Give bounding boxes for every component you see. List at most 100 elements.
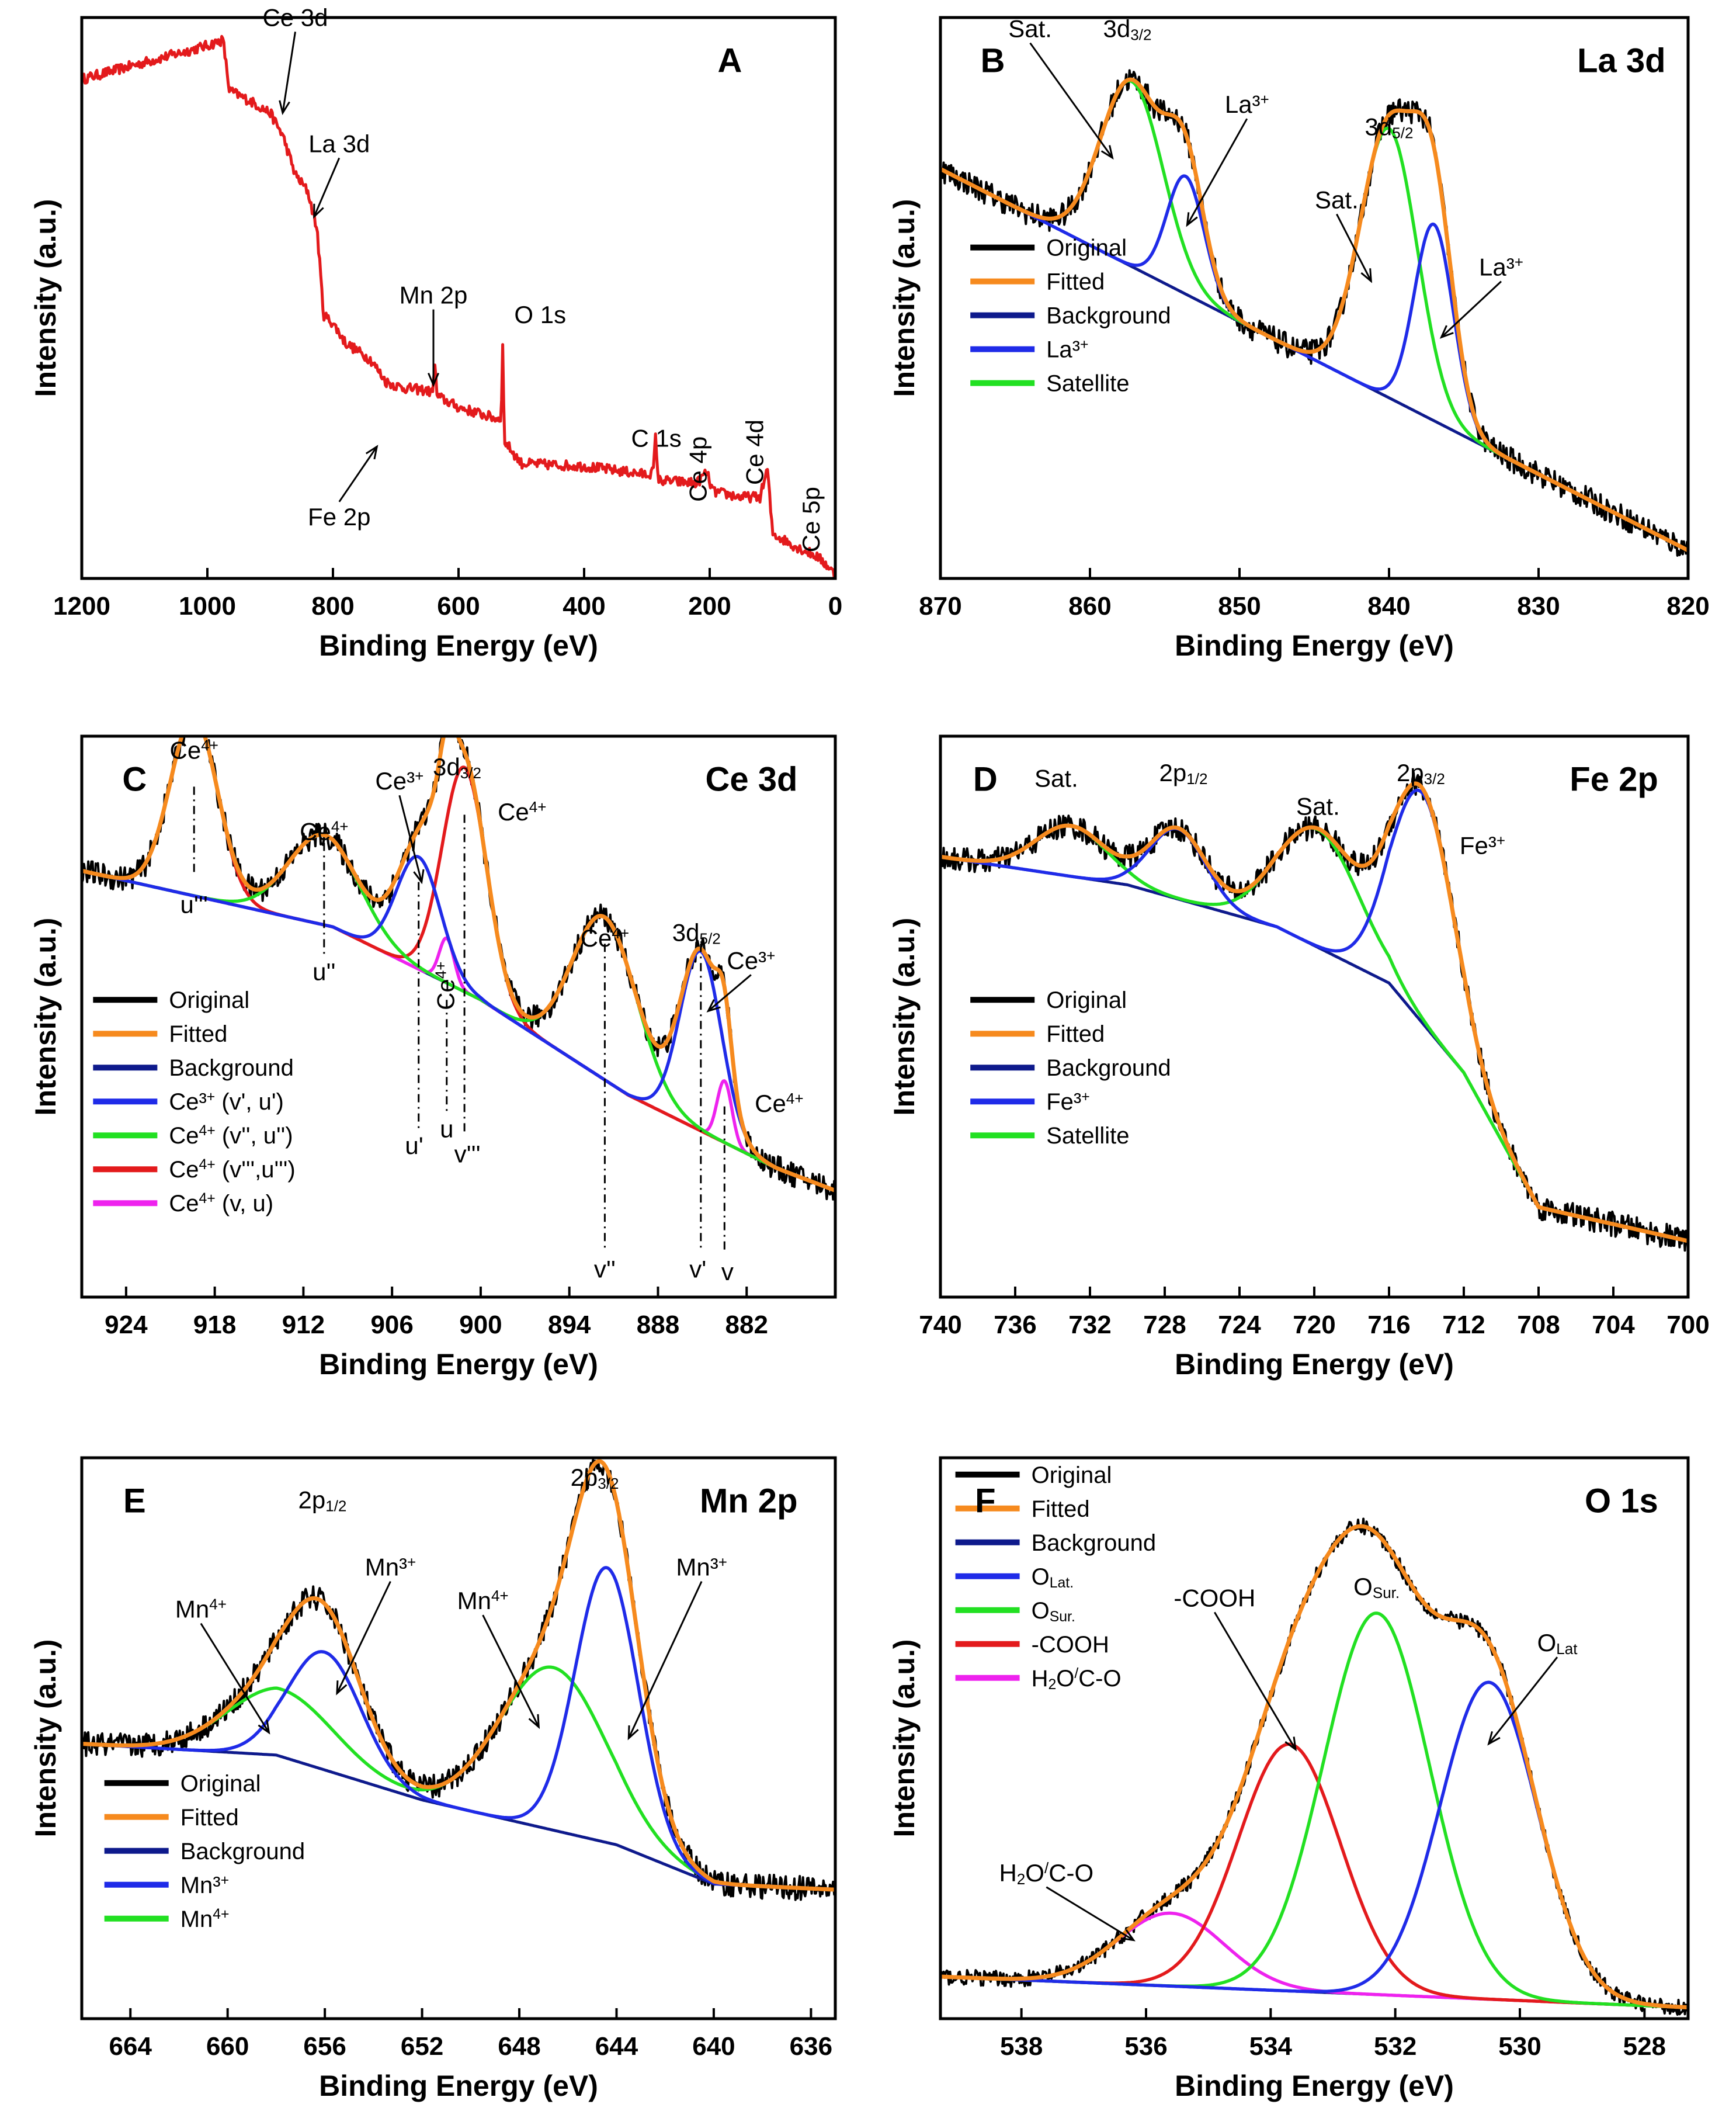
annotation-label: Sat.: [1008, 15, 1052, 43]
plot-frame: [939, 734, 1690, 1299]
x-axis-label: Binding Energy (eV): [1175, 2070, 1454, 2102]
legend-label: Mn4+: [180, 1906, 230, 1932]
annotation-label: OSur.: [1353, 1573, 1400, 1602]
legend-label: Fitted: [169, 1021, 227, 1047]
annotation-arrow: [1440, 280, 1502, 338]
legend-label: Background: [1046, 1055, 1171, 1081]
y-axis-label: Intensity (a.u.): [29, 1639, 62, 1838]
legend-label: Background: [1046, 303, 1171, 329]
annotation-label: Mn³+: [676, 1553, 727, 1580]
annotation-label: Fe 2p: [308, 503, 370, 531]
annotation-arrowhead: [528, 1714, 540, 1729]
panel-label: F: [975, 1482, 995, 1520]
annotation-arrow: [398, 795, 423, 882]
x-axis-label: Binding Energy (eV): [319, 2070, 598, 2102]
annotation-arrowhead: [627, 1725, 639, 1741]
x-tick-label: 704: [1592, 1311, 1635, 1339]
plot-frame: [80, 16, 837, 580]
y-axis-label: Intensity (a.u.): [888, 1639, 921, 1838]
x-tick-label: 924: [105, 1311, 148, 1339]
annotation-label: u: [440, 1115, 453, 1142]
annotation-label: 2p1/2: [1159, 759, 1208, 788]
x-tick-label: 716: [1367, 1311, 1410, 1339]
plot-area: [82, 1458, 835, 1901]
x-tick-label: 644: [595, 2032, 638, 2061]
panel-label: E: [123, 1482, 146, 1520]
x-tick-label: 820: [1666, 592, 1709, 621]
x-tick-label: 600: [437, 592, 480, 621]
annotation-arrowhead: [336, 1680, 348, 1696]
x-axis-label: Binding Energy (eV): [1175, 1348, 1454, 1381]
annotation-label: u'': [313, 958, 335, 986]
plot-area: [82, 34, 835, 578]
series-peak-cevu: [82, 855, 835, 1193]
panel-f: 538 536 534 532 530 528 Binding Energy (eV) Int…: [888, 1456, 1690, 2102]
annotation-arrowhead: [1487, 1731, 1501, 1746]
x-tick-label: 536: [1124, 2032, 1167, 2061]
x-tick-label: 532: [1374, 2032, 1416, 2061]
legend-label: Original: [1046, 987, 1127, 1013]
x-tick-label: 736: [994, 1311, 1036, 1339]
x-tick-label: 636: [790, 2032, 832, 2061]
legend-label: Ce³+ (v', u'): [169, 1089, 283, 1115]
x-tick-label: 894: [548, 1311, 591, 1339]
panel-title: Mn 2p: [700, 1482, 798, 1520]
series-fitted: [940, 781, 1688, 1243]
x-tick-label: 530: [1498, 2032, 1541, 2061]
annotation-arrowhead: [313, 203, 324, 219]
x-tick-label: 534: [1249, 2032, 1293, 2061]
annotation-label: 2p3/2: [571, 1464, 619, 1492]
legend-label: Fitted: [180, 1805, 239, 1831]
legend-label: Original: [1046, 235, 1127, 261]
panel-title: Ce 3d: [706, 761, 798, 799]
legend-label: Mn³+: [180, 1873, 229, 1898]
annotation-label: Ce4+: [300, 817, 348, 845]
annotation-arrow: [1336, 213, 1372, 282]
x-tick-label: 860: [1068, 592, 1111, 621]
annotation-label: La³+: [1479, 253, 1523, 280]
series-original: [940, 69, 1688, 557]
x-tick-label: 882: [725, 1311, 768, 1339]
x-tick-label: 850: [1218, 592, 1261, 621]
panel-title: O 1s: [1585, 1482, 1658, 1520]
series-peak-osur: [940, 1611, 1688, 2009]
x-tick-label: 0: [828, 592, 842, 621]
annotation-label: u': [405, 1132, 423, 1159]
series-fitted: [82, 1459, 835, 1892]
annotation-label: Sat.: [1296, 792, 1340, 820]
legend-label: H2O/C-O: [1032, 1666, 1122, 1693]
x-tick-label: 906: [370, 1311, 413, 1339]
annotation-arrow: [338, 446, 378, 502]
annotation-arrow: [1214, 1611, 1297, 1750]
x-axis-label: Binding Energy (eV): [319, 1348, 598, 1381]
legend-label: Ce4+ (v'', u''): [169, 1123, 293, 1149]
x-tick-label: 732: [1068, 1311, 1111, 1339]
x-tick-label: 712: [1442, 1311, 1485, 1339]
annotation-label: -COOH: [1173, 1584, 1255, 1611]
legend-label: Background: [180, 1839, 305, 1864]
x-tick-label: 664: [109, 2032, 152, 2061]
annotation-arrow: [1046, 1886, 1134, 1941]
x-tick-label: 720: [1293, 1311, 1335, 1339]
x-tick-label: 1200: [53, 592, 110, 621]
x-tick-label: 700: [1666, 1311, 1709, 1339]
x-tick-label: 918: [193, 1311, 236, 1339]
annotation-label: 3d3/2: [1103, 15, 1152, 44]
plot-frame: [80, 734, 837, 1299]
annotation-arrow: [1029, 42, 1113, 158]
annotation-label: Ce4+: [170, 736, 218, 764]
annotation-arrow: [1488, 1656, 1558, 1745]
y-axis-label: Intensity (a.u.): [29, 199, 62, 397]
annotation-label: 3d5/2: [672, 918, 721, 947]
annotation-arrow: [482, 1614, 540, 1728]
panel-c: 924 918 912 906 900 894 888 882 Binding Energy (…: [29, 734, 837, 1381]
annotation-label: Mn 2p: [400, 282, 468, 309]
annotation-label: La³+: [1225, 91, 1269, 118]
legend-label: -COOH: [1032, 1632, 1109, 1658]
annotation-label: Sat.: [1315, 186, 1359, 213]
plot-area: [940, 69, 1688, 557]
annotation-label: Ce 4p: [685, 436, 712, 502]
x-axis-label: Binding Energy (eV): [319, 629, 598, 662]
panel-title: La 3d: [1577, 42, 1666, 80]
